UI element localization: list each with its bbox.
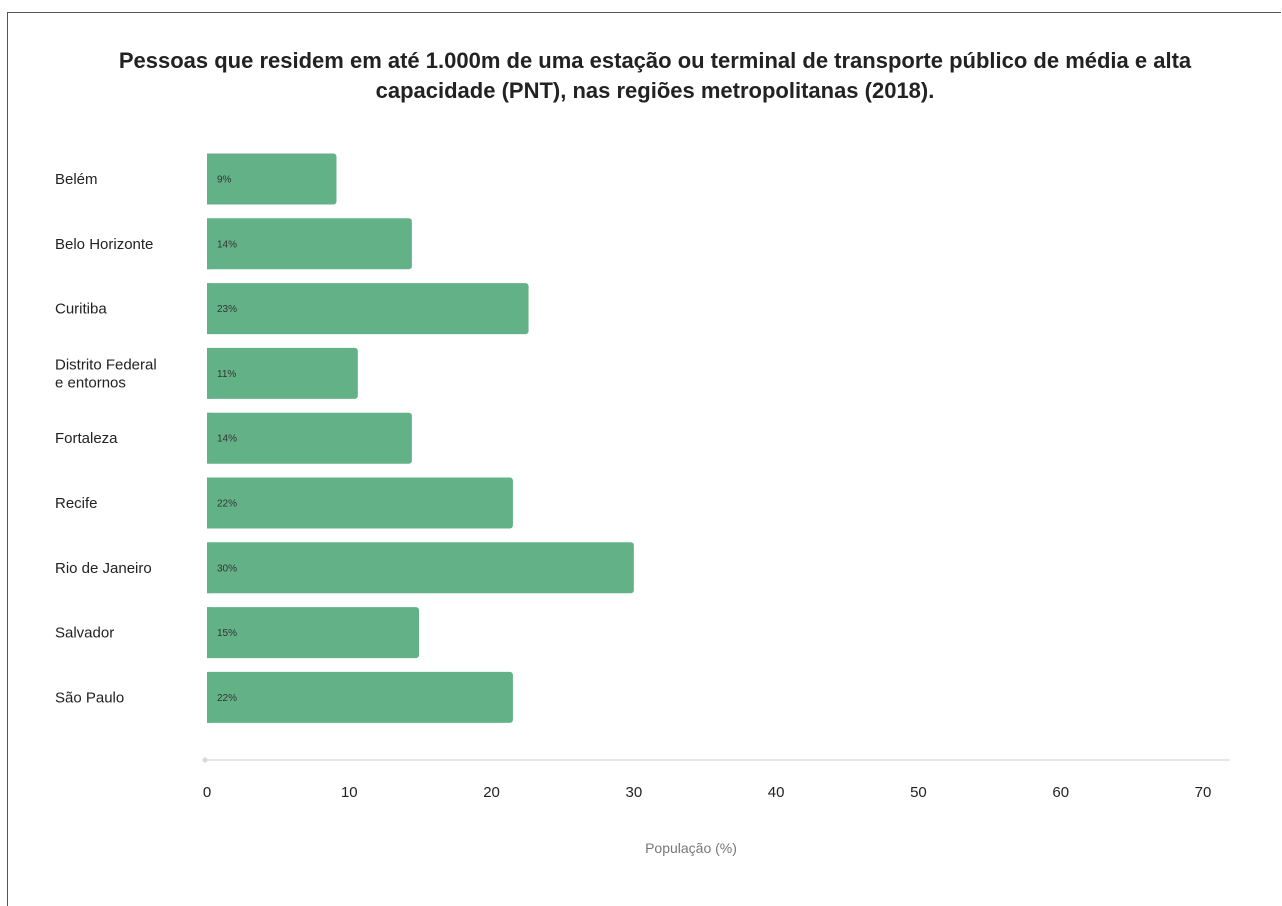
bar — [207, 412, 412, 464]
x-tick-label: 50 — [910, 784, 927, 801]
category-label: São Paulo — [55, 689, 124, 706]
x-tick-label: 70 — [1195, 784, 1212, 801]
chart-frame — [7, 12, 1281, 906]
x-axis: 0 10 20 30 40 50 60 70 — [202, 757, 1230, 801]
bar — [207, 283, 529, 335]
bar-edge — [207, 607, 211, 659]
category-label: e entornos — [55, 374, 126, 391]
category-label: Curitiba — [55, 301, 107, 318]
x-axis-title: População (%) — [645, 840, 737, 856]
bar — [207, 218, 412, 270]
bar-edge — [207, 671, 211, 723]
bar-data-label: 22% — [217, 693, 237, 704]
bar — [207, 477, 513, 529]
bar-data-label: 14% — [217, 239, 237, 250]
bar — [207, 671, 513, 723]
bar-data-label: 11% — [217, 369, 236, 380]
category-label: Salvador — [55, 625, 114, 642]
x-tick-label: 40 — [768, 784, 785, 801]
bar — [207, 153, 337, 205]
bar — [207, 607, 420, 659]
bar-data-label: 15% — [217, 628, 237, 639]
category-label: Distrito Federal — [55, 356, 157, 373]
bar-data-label: 9% — [217, 175, 232, 186]
bar-data-label: 30% — [217, 563, 237, 574]
x-tick-label: 0 — [203, 784, 211, 801]
category-label: Belém — [55, 171, 98, 188]
category-label: Recife — [55, 495, 98, 512]
bar-edge — [207, 542, 211, 594]
category-label: Belo Horizonte — [55, 236, 153, 253]
category-label: Fortaleza — [55, 430, 118, 447]
bar — [207, 542, 634, 594]
bar-edge — [207, 153, 211, 205]
bar-edge — [207, 477, 211, 529]
bar — [207, 347, 358, 399]
category-label: Rio de Janeiro — [55, 560, 152, 577]
x-tick-label: 20 — [483, 784, 500, 801]
bar-data-label: 23% — [217, 304, 237, 315]
x-tick-label: 60 — [1052, 784, 1069, 801]
bars-layer: 9% Belém 14% Belo Horizonte 23% Curitiba 11% Di… — [55, 153, 634, 723]
bar-data-label: 14% — [217, 434, 237, 445]
bar-edge — [207, 283, 211, 335]
x-axis-origin-dot — [202, 757, 208, 763]
x-tick-label: 10 — [341, 784, 358, 801]
bar-data-label: 22% — [217, 499, 237, 510]
bar-edge — [207, 412, 211, 464]
bar-edge — [207, 347, 211, 399]
chart-title: Pessoas que residem em até 1.000m de uma… — [118, 48, 1192, 103]
x-tick-label: 30 — [626, 784, 643, 801]
bar-edge — [207, 218, 211, 270]
